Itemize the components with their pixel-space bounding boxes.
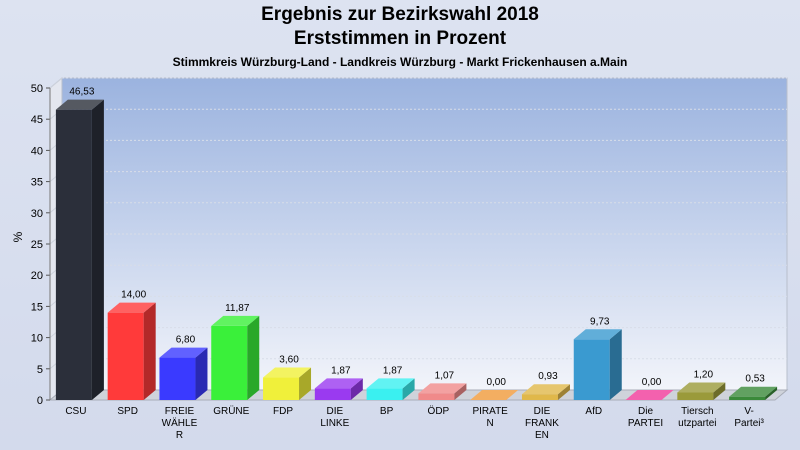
x-tick-label: AfD [585,406,602,417]
bar [314,378,363,400]
gridline-side [49,77,63,89]
bar [677,382,726,400]
bar [211,315,260,400]
value-label: 6,80 [176,335,196,346]
x-axis-labels: CSU SPD FREIE WÄHLE R GRÜNE FDP DIE LINKE BP ÖDP PI… [65,405,764,441]
y-tick-label: 20 [31,270,43,282]
bar [729,386,778,400]
x-tick-label: Die PARTEI [628,406,663,429]
bar [573,329,622,400]
value-label: 14,00 [121,290,146,301]
value-label: 1,07 [435,370,455,381]
bars [55,99,778,400]
y-tick-label: 25 [31,239,43,251]
bar [521,384,570,400]
y-tick-label: 35 [31,177,43,189]
bar [470,390,519,400]
x-tick-label: V-Partei³ [734,406,764,429]
chart-title: Ergebnis zur Bezirkswahl 2018 [261,4,539,25]
value-label: 0,53 [745,374,765,385]
value-label: 3,60 [279,355,299,366]
x-tick-label: CSU [65,406,86,417]
y-tick-label: 10 [31,333,43,345]
bar [418,383,467,400]
value-label: 0,00 [486,377,506,388]
x-tick-label: DIE FRANK EN [525,406,559,441]
x-tick-label: DIE LINKE [320,406,349,429]
bar [55,99,104,400]
y-tick-label: 40 [31,145,43,157]
y-tick-label: 45 [31,114,43,126]
x-tick-label: BP [380,406,394,417]
x-tick-label: PIRATE N [472,406,508,429]
bar [263,367,312,400]
bar [159,347,208,400]
value-label: 0,93 [538,371,558,382]
x-tick-label: GRÜNE [213,405,249,417]
y-axis: 0 5 10 15 20 25 30 35 40 45 50 [31,83,51,407]
x-tick-label: SPD [117,406,138,417]
y-tick-label: 0 [37,395,43,407]
value-label: 46,53 [69,87,94,98]
value-labels: 46,53 14,00 6,80 11,87 3,60 1,87 1,87 1,07 0,00 0… [69,87,765,388]
chart-region-subtitle: Stimmkreis Würzburg-Land - Landkreis Wür… [172,55,628,69]
y-tick-label: 5 [37,364,43,376]
bar [366,378,415,400]
value-label: 1,87 [383,365,403,376]
y-tick-label: 50 [31,83,43,95]
value-label: 1,87 [331,365,351,376]
y-axis-label: % [11,231,25,242]
value-label: 9,73 [590,316,610,327]
x-tick-label: ÖDP [428,405,450,417]
y-tick-label: 15 [31,301,43,313]
bar [625,390,674,400]
chart-subtitle: Erststimmen in Prozent [293,28,507,49]
x-tick-label: FDP [273,406,293,417]
value-label: 11,87 [225,303,250,314]
y-tick-label: 30 [31,208,43,220]
plot-background [48,76,789,402]
x-tick-label: FREIE WÄHLE R [162,406,198,441]
value-label: 0,00 [642,377,662,388]
x-tick-label: Tiersch utzpartei [678,406,716,429]
bar [107,302,156,400]
value-label: 1,20 [694,370,714,381]
